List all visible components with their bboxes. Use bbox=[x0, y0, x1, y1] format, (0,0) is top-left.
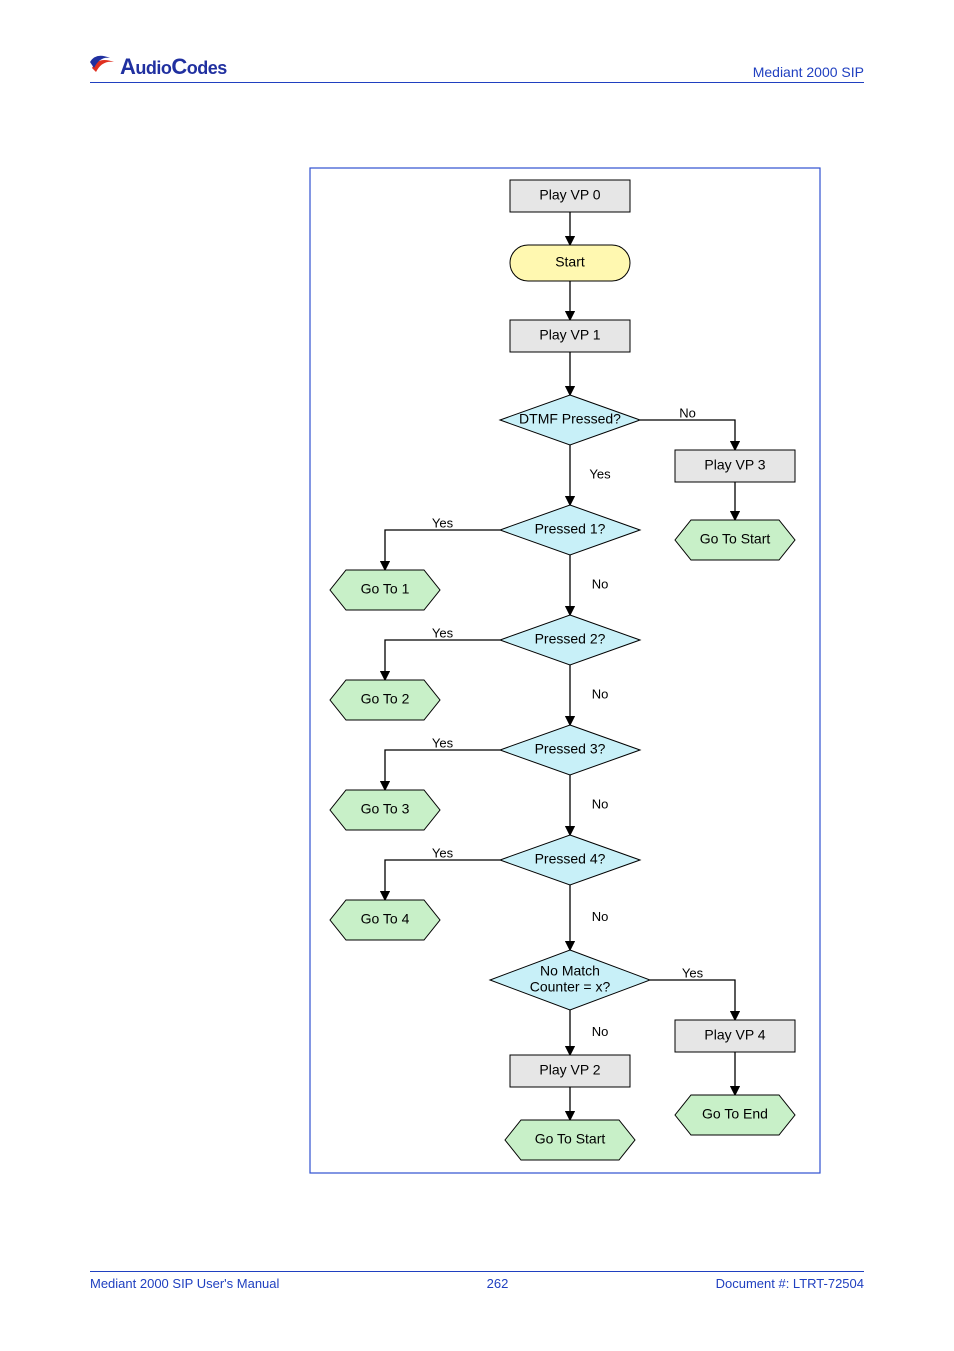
node-goto3: Go To 3 bbox=[330, 790, 440, 830]
edge-p1-p2: No bbox=[570, 555, 608, 615]
svg-text:Play VP 3: Play VP 3 bbox=[704, 457, 765, 473]
node-p4: Pressed 4? bbox=[500, 835, 640, 885]
edge-p4-nomatch: No bbox=[570, 885, 608, 950]
page-header: AudioCodes Mediant 2000 SIP bbox=[90, 50, 864, 83]
svg-text:No: No bbox=[592, 909, 609, 924]
svg-text:Pressed 2?: Pressed 2? bbox=[535, 631, 606, 647]
svg-text:No: No bbox=[592, 796, 609, 811]
svg-text:Go To 3: Go To 3 bbox=[361, 801, 410, 817]
svg-text:Go To Start: Go To Start bbox=[535, 1131, 606, 1147]
svg-text:No: No bbox=[592, 686, 609, 701]
node-goto4: Go To 4 bbox=[330, 900, 440, 940]
edge-dtmf-vp3: No bbox=[640, 405, 735, 450]
node-goend: Go To End bbox=[675, 1095, 795, 1135]
svg-text:Play VP 1: Play VP 1 bbox=[539, 327, 600, 343]
svg-text:Counter = x?: Counter = x? bbox=[530, 979, 611, 995]
svg-text:Go To Start: Go To Start bbox=[700, 531, 771, 547]
svg-text:No: No bbox=[592, 576, 609, 591]
edge-nomatch-vp4: Yes bbox=[650, 965, 735, 1020]
flowchart: No Yes Yes No Yes No Yes No Yes No Yes No Play VP 0… bbox=[200, 160, 940, 1180]
footer-right: Document #: LTRT-72504 bbox=[716, 1276, 864, 1291]
svg-text:Go To End: Go To End bbox=[702, 1106, 768, 1122]
node-p3: Pressed 3? bbox=[500, 725, 640, 775]
logo-icon bbox=[90, 54, 116, 74]
node-gostart2: Go To Start bbox=[675, 520, 795, 560]
svg-text:No Match: No Match bbox=[540, 963, 600, 979]
edge-p1-goto1: Yes bbox=[385, 515, 500, 570]
document-page: AudioCodes Mediant 2000 SIP No Yes Yes No Ye… bbox=[0, 0, 954, 1351]
node-gostart: Go To Start bbox=[505, 1120, 635, 1160]
brand-logo: AudioCodes bbox=[90, 54, 227, 80]
edge-nomatch-vp2: No bbox=[570, 1010, 608, 1055]
svg-text:Pressed 4?: Pressed 4? bbox=[535, 851, 606, 867]
svg-text:Start: Start bbox=[555, 254, 585, 270]
svg-text:Go To 1: Go To 1 bbox=[361, 581, 410, 597]
edge-p2-p3: No bbox=[570, 665, 608, 725]
edge-p2-goto2: Yes bbox=[385, 625, 500, 680]
edge-p4-goto4: Yes bbox=[385, 845, 500, 900]
edge-dtmf-p1: Yes bbox=[570, 445, 611, 505]
edge-p3-goto3: Yes bbox=[385, 735, 500, 790]
svg-text:Yes: Yes bbox=[432, 845, 454, 860]
header-product-name: Mediant 2000 SIP bbox=[753, 64, 864, 80]
svg-text:DTMF Pressed?: DTMF Pressed? bbox=[519, 411, 621, 427]
svg-text:Play VP 4: Play VP 4 bbox=[704, 1027, 765, 1043]
node-goto2: Go To 2 bbox=[330, 680, 440, 720]
page-footer: Mediant 2000 SIP User's Manual 262 Docum… bbox=[90, 1271, 864, 1291]
svg-text:Yes: Yes bbox=[432, 515, 454, 530]
svg-text:Play VP 0: Play VP 0 bbox=[539, 187, 600, 203]
node-vp1: Play VP 1 bbox=[510, 320, 630, 352]
svg-text:Yes: Yes bbox=[682, 965, 704, 980]
node-start: Start bbox=[510, 245, 630, 281]
footer-left: Mediant 2000 SIP User's Manual bbox=[90, 1276, 279, 1291]
svg-text:No: No bbox=[592, 1024, 609, 1039]
svg-text:Pressed 1?: Pressed 1? bbox=[535, 521, 606, 537]
svg-text:Yes: Yes bbox=[432, 625, 454, 640]
svg-text:Go To 2: Go To 2 bbox=[361, 691, 410, 707]
node-goto1: Go To 1 bbox=[330, 570, 440, 610]
svg-text:Yes: Yes bbox=[432, 735, 454, 750]
brand-name: AudioCodes bbox=[120, 54, 227, 80]
node-vp4: Play VP 4 bbox=[675, 1020, 795, 1052]
node-p1: Pressed 1? bbox=[500, 505, 640, 555]
svg-text:Pressed 3?: Pressed 3? bbox=[535, 741, 606, 757]
node-dtmf: DTMF Pressed? bbox=[500, 395, 640, 445]
svg-text:Go To 4: Go To 4 bbox=[361, 911, 410, 927]
node-p2: Pressed 2? bbox=[500, 615, 640, 665]
edge-p3-p4: No bbox=[570, 775, 608, 835]
svg-text:Play VP 2: Play VP 2 bbox=[539, 1062, 600, 1078]
node-nomatch: No MatchCounter = x? bbox=[490, 950, 650, 1010]
svg-text:Yes: Yes bbox=[589, 466, 611, 481]
svg-text:No: No bbox=[679, 405, 696, 420]
footer-page-number: 262 bbox=[487, 1276, 509, 1291]
node-vp3: Play VP 3 bbox=[675, 450, 795, 482]
node-vp0: Play VP 0 bbox=[510, 180, 630, 212]
node-vp2: Play VP 2 bbox=[510, 1055, 630, 1087]
